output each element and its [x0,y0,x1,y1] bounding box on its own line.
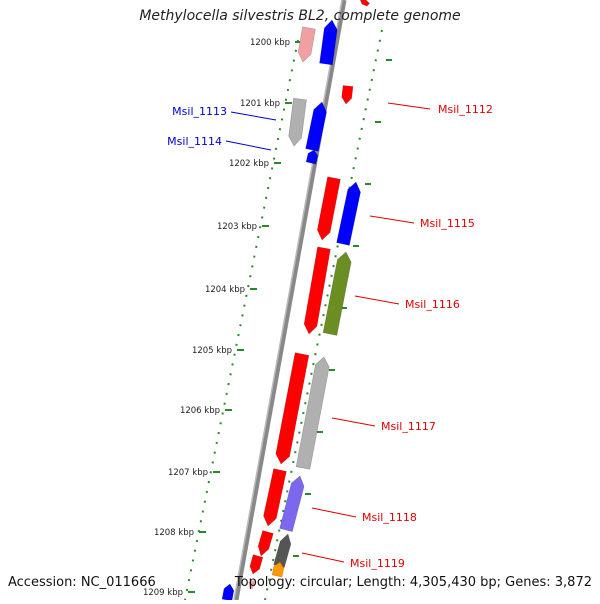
cds-msil-1117a [275,352,310,465]
cds-msil-1114b [305,149,319,165]
gene-label[interactable]: Msil_1116 [405,298,460,311]
cds-features [221,0,370,602]
cds-msil-1115a [317,176,341,241]
gene-label-leader [331,417,376,427]
topology-text: Topology: circular; Length: 4,305,430 bp… [234,575,592,590]
cds-msil-1111 [297,26,316,63]
inner-lane-guide [184,39,299,601]
kbp-tick-label: 1207 kbp [168,468,208,478]
cds-msil-1116 [322,251,352,336]
cds-bottom-pink [248,580,256,590]
genome-title: Methylocella silvestris BL2, complete ge… [139,8,461,24]
kbp-tick-label: 1200 kbp [250,38,290,48]
cds-msil-1111b [319,19,338,66]
cds-bottom-blue [221,583,235,602]
gene-label-leader [369,215,415,224]
kbp-tick-label: 1201 kbp [240,99,280,109]
gene-label[interactable]: Msil_1119 [350,557,405,570]
genome-backbone [233,0,347,601]
cds-top-fragment [359,0,370,7]
kbp-tick-label: 1206 kbp [180,406,220,416]
kbp-tick-label: 1202 kbp [229,159,269,169]
outer-lane-guide [264,29,383,601]
kbp-tick-label: 1204 kbp [205,285,245,295]
cds-msil-1119 [273,533,292,568]
cds-msil-1119b [271,561,285,578]
cds-msil-1112 [341,85,354,105]
gene-label[interactable]: Msil_1113 [172,105,227,118]
genome-backbone-highlight [233,0,343,601]
cds-msil-1117 [295,356,330,470]
gene-label[interactable]: Msil_1114 [167,135,222,148]
cds-msil-1119a [257,530,274,557]
accession-text: Accession: NC_011666 [8,575,156,590]
kbp-tick-label: 1203 kbp [217,222,257,232]
kbp-ticks: 1200 kbp 1201 kbp 1202 kbp 1203 kbp 1204 kbp… [143,38,392,598]
gene-label-leader [311,507,357,518]
cds-msil-1115 [336,181,361,246]
gene-label-leader [230,111,277,121]
cds-msil-1113 [288,97,307,147]
kbp-tick-label: 1205 kbp [192,346,232,356]
gene-label-leader [387,102,431,110]
cds-msil-1118 [279,475,305,532]
kbp-tick-label: 1208 kbp [154,528,194,538]
gene-label-leader [225,140,272,151]
gene-label[interactable]: Msil_1117 [381,420,436,433]
cds-msil-1118a [263,468,287,527]
gene-label-leader [354,295,400,305]
gene-label-leader [301,552,345,563]
gene-label[interactable]: Msil_1112 [438,103,493,116]
cds-msil-1116a [303,246,331,335]
gene-label[interactable]: Msil_1118 [362,511,417,524]
kbp-tick-label: 1209 kbp [143,588,183,598]
cds-msil-1114 [305,101,327,152]
cds-msil-1119c [249,554,264,575]
gene-labels: Msil_1112 Msil_1113 Msil_1114 Msil_1115 Msil… [167,102,493,570]
gene-label[interactable]: Msil_1115 [420,217,475,230]
